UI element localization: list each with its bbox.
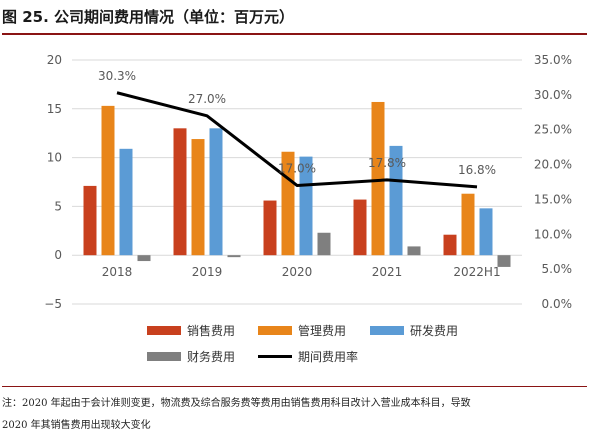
figure-title: 图 25. 公司期间费用情况（单位：百万元） xyxy=(2,8,295,26)
bar-2 xyxy=(461,193,475,256)
y-left-tick-label: 5 xyxy=(54,199,62,213)
ratio-data-label: 30.3% xyxy=(98,69,136,83)
y-right-tick-label: 25.0% xyxy=(534,123,572,137)
legend-label: 财务费用 xyxy=(187,349,235,364)
x-tick-label: 2022H1 xyxy=(453,265,500,279)
legend-swatch xyxy=(147,352,181,361)
x-tick-label: 2018 xyxy=(102,265,133,279)
title-divider xyxy=(2,33,587,35)
y-right-tick-label: 20.0% xyxy=(534,158,572,172)
y-right-tick-label: 5.0% xyxy=(542,262,573,276)
bar-4 xyxy=(407,246,421,256)
ratio-data-label: 17.0% xyxy=(278,161,316,175)
legend-swatch xyxy=(147,326,181,335)
y-right-tick-label: 15.0% xyxy=(534,192,572,206)
legend-label: 管理费用 xyxy=(298,323,346,338)
legend-label: 研发费用 xyxy=(410,323,458,338)
bar-1 xyxy=(443,234,457,256)
legend-label: 期间费用率 xyxy=(298,349,358,364)
y-right-tick-label: 10.0% xyxy=(534,227,572,241)
bar-1 xyxy=(173,128,187,256)
x-tick-label: 2021 xyxy=(372,265,403,279)
y-left-tick-label: 15 xyxy=(47,102,62,116)
ratio-data-label: 16.8% xyxy=(458,163,496,177)
bar-4 xyxy=(317,232,331,256)
y-right-tick-label: 0.0% xyxy=(542,297,573,311)
ratio-line xyxy=(116,91,478,189)
footnote-line-1: 注：2020 年起由于会计准则变更，物流费及综合服务费等费用由销售费用科目改计入… xyxy=(2,398,471,409)
y-left-tick-label: −5 xyxy=(44,297,62,311)
bar-1 xyxy=(353,199,367,256)
bar-3 xyxy=(479,208,493,256)
y-right-tick-label: 30.0% xyxy=(534,88,572,102)
bar-3 xyxy=(119,148,133,256)
expense-chart: −5 0 5 10 15 20 0.0% 5.0% 10.0% 15.0% 20.0% 25.0% 30… xyxy=(44,53,573,364)
bar-3 xyxy=(209,128,223,256)
y-right-tick-label: 35.0% xyxy=(534,53,572,67)
x-tick-label: 2019 xyxy=(192,265,223,279)
bar-3 xyxy=(299,156,313,256)
legend-swatch xyxy=(370,326,404,335)
ratio-data-label: 27.0% xyxy=(188,92,226,106)
x-tick-label: 2020 xyxy=(282,265,313,279)
footnote: 注：2020 年起由于会计准则变更，物流费及综合服务费等费用由销售费用科目改计入… xyxy=(2,393,587,437)
bar-2 xyxy=(101,105,115,256)
bar-4 xyxy=(227,255,241,258)
footnote-line-2: 2020 年其销售费用出现较大变化 xyxy=(2,420,151,431)
legend-label: 销售费用 xyxy=(187,323,235,338)
bar-2 xyxy=(371,101,385,256)
note-divider xyxy=(2,386,587,387)
bar-2 xyxy=(191,139,205,256)
bar-4 xyxy=(497,255,511,267)
y-left-tick-label: 0 xyxy=(54,248,62,262)
bar-1 xyxy=(83,185,97,256)
y-left-tick-label: 10 xyxy=(47,151,62,165)
bar-1 xyxy=(263,200,277,256)
ratio-data-label: 17.8% xyxy=(368,156,406,170)
legend-swatch xyxy=(258,326,292,335)
bar-3 xyxy=(389,145,403,256)
y-left-tick-label: 20 xyxy=(47,53,62,67)
bar-4 xyxy=(137,255,151,262)
